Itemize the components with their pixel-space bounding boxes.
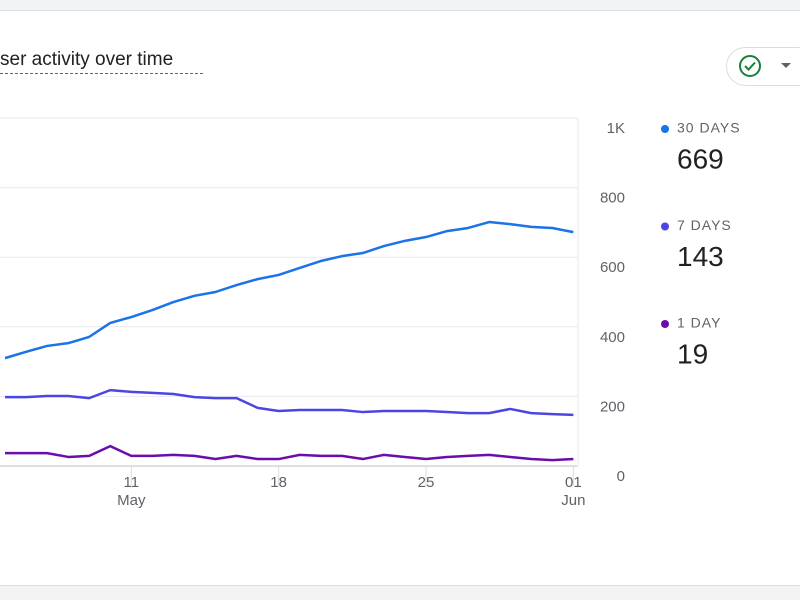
y-tick-label: 400 bbox=[600, 329, 625, 346]
legend-dot bbox=[661, 320, 669, 328]
check-icon bbox=[739, 55, 761, 77]
legend-label: 1 DAY bbox=[677, 315, 721, 331]
y-tick-label: 600 bbox=[600, 259, 625, 276]
x-tick-label: 18 bbox=[270, 474, 287, 491]
x-tick-label: 11 bbox=[124, 474, 140, 491]
series-line bbox=[5, 444, 574, 462]
compare-button[interactable] bbox=[726, 47, 800, 86]
legend-value: 143 bbox=[677, 241, 724, 272]
dropdown-caret bbox=[781, 63, 791, 68]
x-tick-label: 25 bbox=[418, 474, 435, 491]
legend-label: 30 DAYS bbox=[677, 120, 741, 136]
series-line bbox=[5, 388, 574, 417]
x-tick-month: Jun bbox=[561, 492, 585, 509]
bottom-strip bbox=[0, 586, 800, 600]
y-tick-label: 800 bbox=[600, 190, 625, 207]
y-tick-label: 1K bbox=[607, 120, 625, 137]
x-tick-label: 01 bbox=[565, 474, 582, 491]
chart-title: ser activity over time bbox=[0, 49, 173, 70]
legend-value: 19 bbox=[677, 338, 708, 369]
legend-dot bbox=[661, 125, 669, 133]
series-line bbox=[4, 220, 574, 360]
legend-dot bbox=[661, 222, 669, 231]
y-tick-label: 0 bbox=[617, 468, 625, 485]
x-tick-month: May bbox=[117, 492, 146, 509]
top-strip bbox=[0, 0, 800, 10]
legend-label: 7 DAYS bbox=[677, 217, 732, 233]
check-mark bbox=[744, 61, 756, 71]
legend-value: 669 bbox=[677, 143, 724, 174]
y-tick-label: 200 bbox=[600, 398, 625, 415]
